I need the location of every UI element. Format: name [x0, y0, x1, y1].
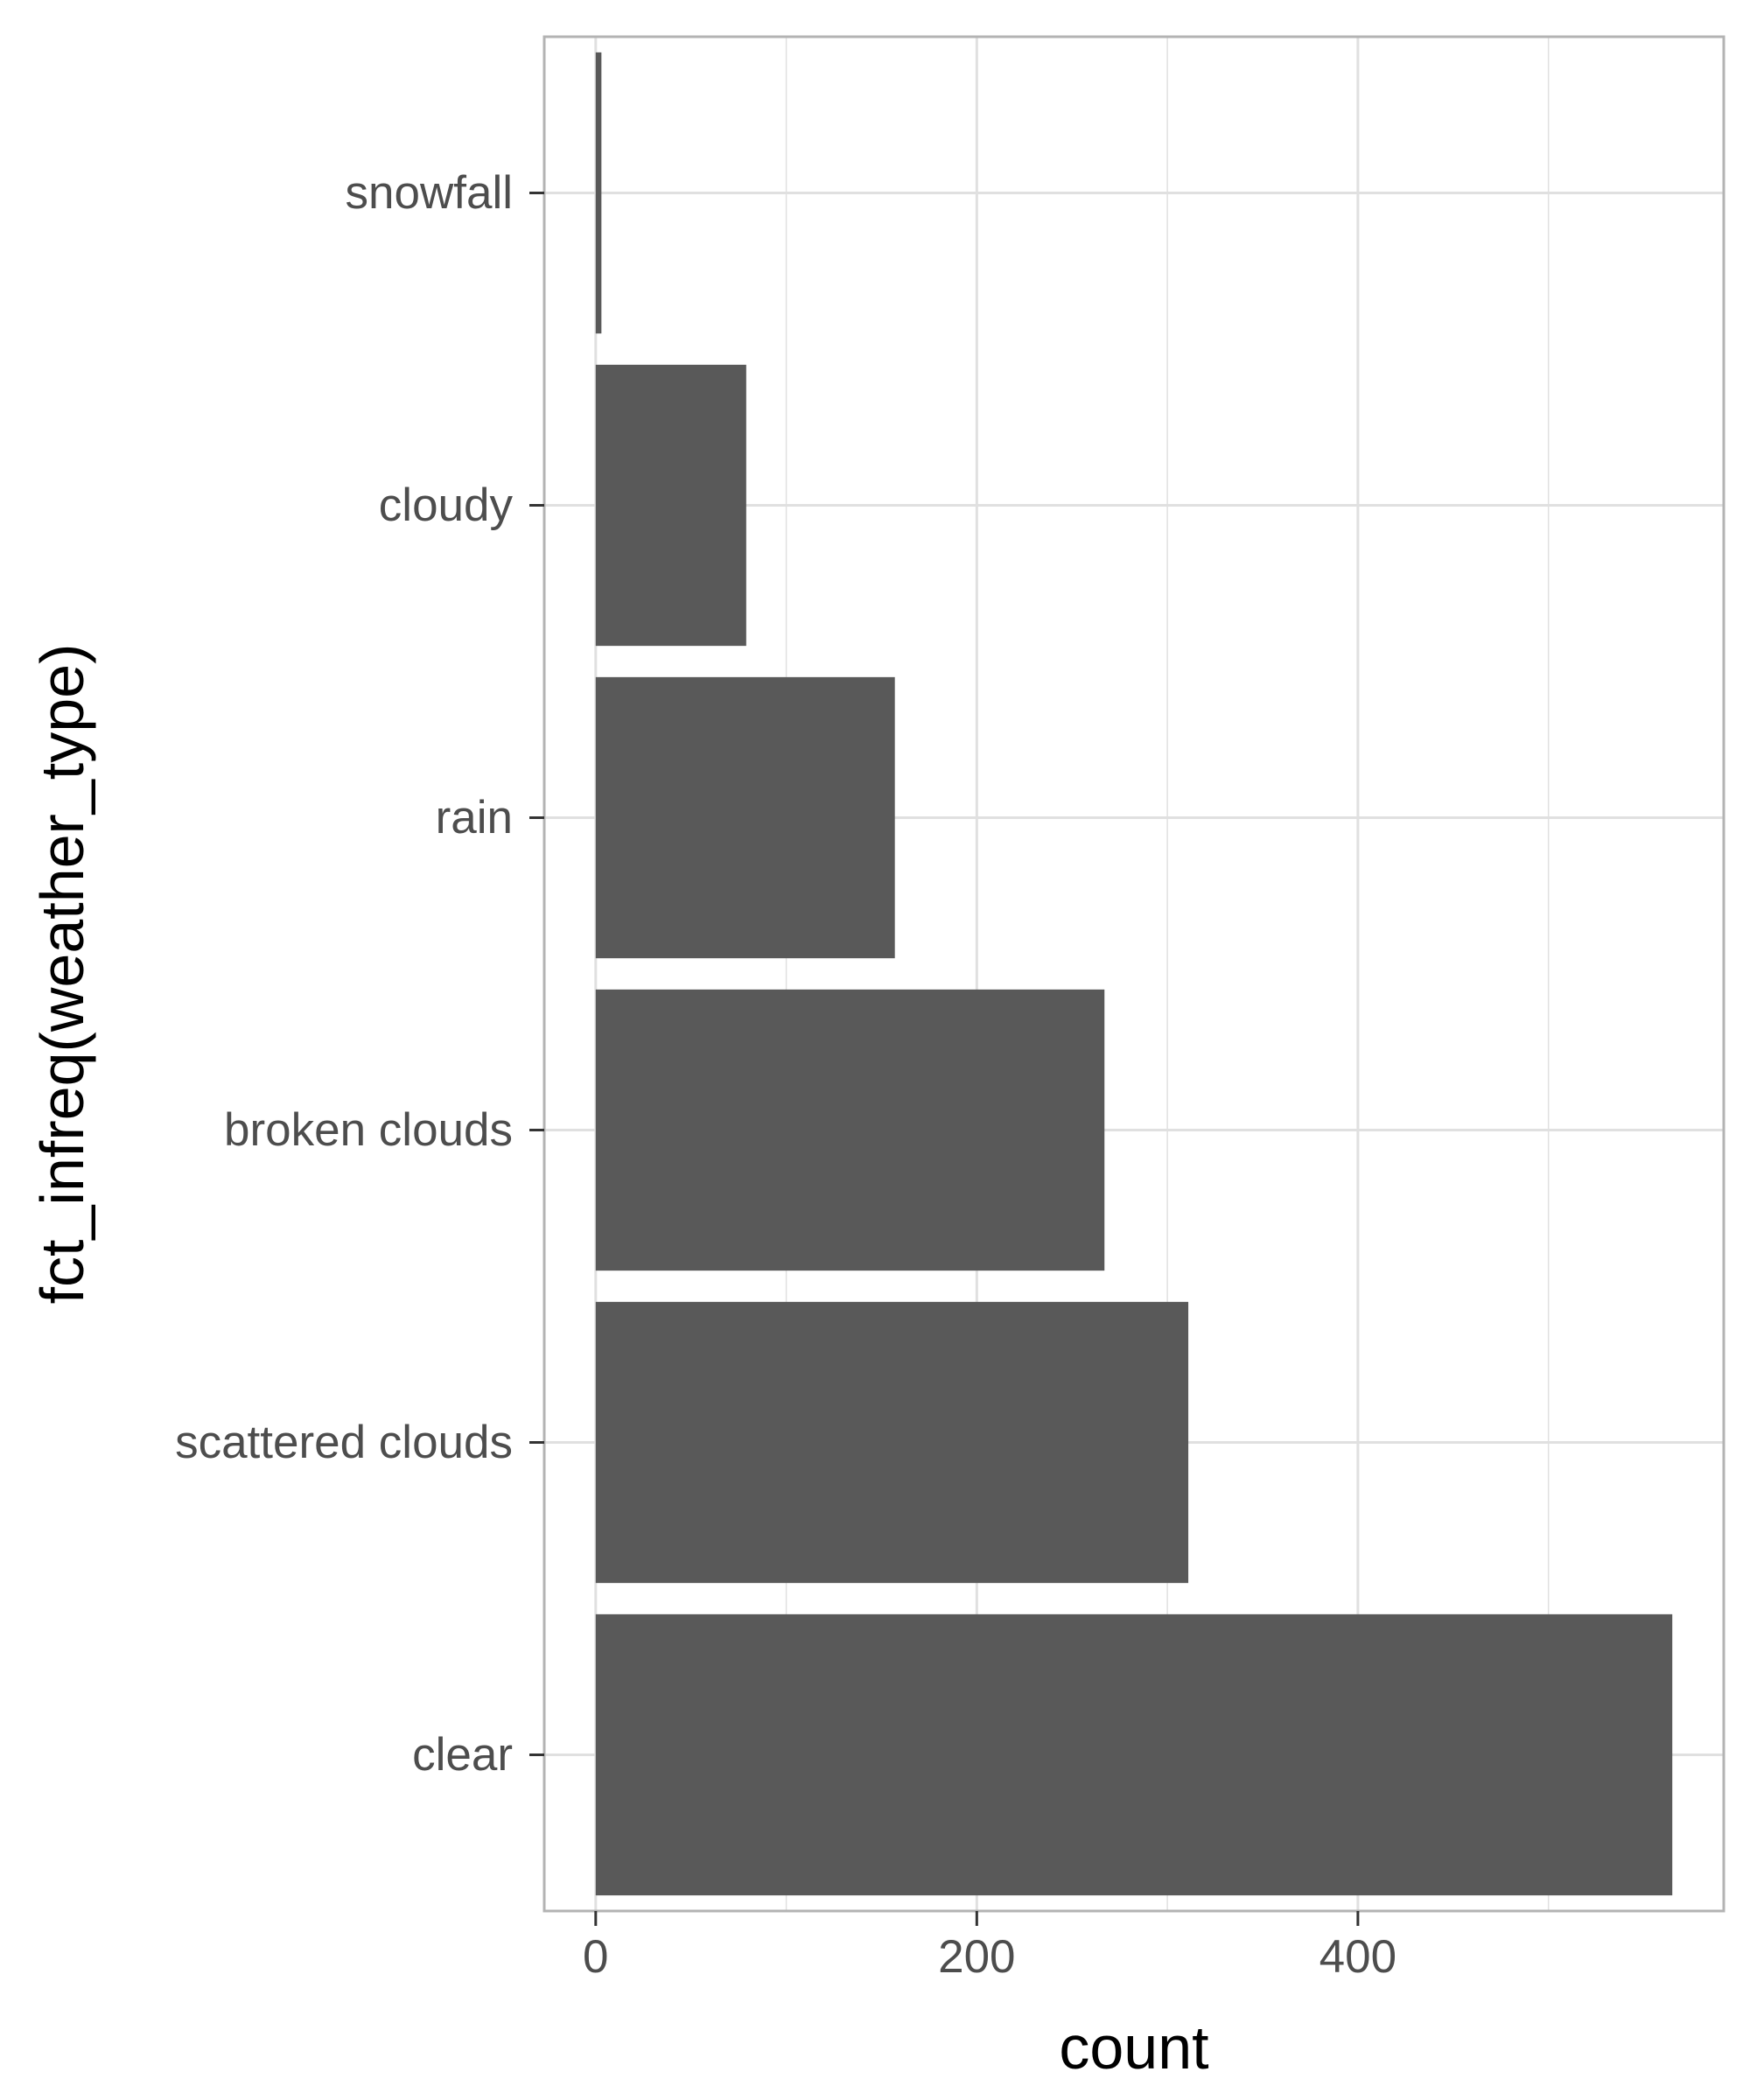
y-tick-label: scattered clouds: [175, 1417, 513, 1468]
y-axis-title: fct_infreq(weather_type): [28, 644, 96, 1305]
bars-layer: [595, 52, 1673, 1896]
x-tick-label: 200: [938, 1931, 1015, 1983]
x-axis-title: count: [1059, 2013, 1208, 2082]
ticks-layer: [529, 192, 1360, 1926]
y-tick-label: rain: [436, 792, 513, 844]
y-tick-label: broken clouds: [224, 1104, 513, 1156]
bar-rain: [595, 676, 895, 959]
bar-scattered-clouds: [595, 1301, 1189, 1584]
bar-clear: [595, 1614, 1673, 1896]
panel-border: [542, 35, 1726, 1913]
y-tick-label: clear: [412, 1729, 513, 1781]
bar-broken-clouds: [595, 989, 1105, 1271]
bar-cloudy: [595, 364, 746, 647]
x-tick-label: 400: [1320, 1931, 1396, 1983]
labels-layer: clear scattered clouds broken clouds rain cl…: [175, 167, 1396, 1983]
bar-snowfall: [595, 52, 602, 334]
x-tick-label: 0: [583, 1931, 608, 1983]
y-tick-label: snowfall: [346, 167, 513, 219]
y-tick-label: cloudy: [379, 480, 514, 531]
